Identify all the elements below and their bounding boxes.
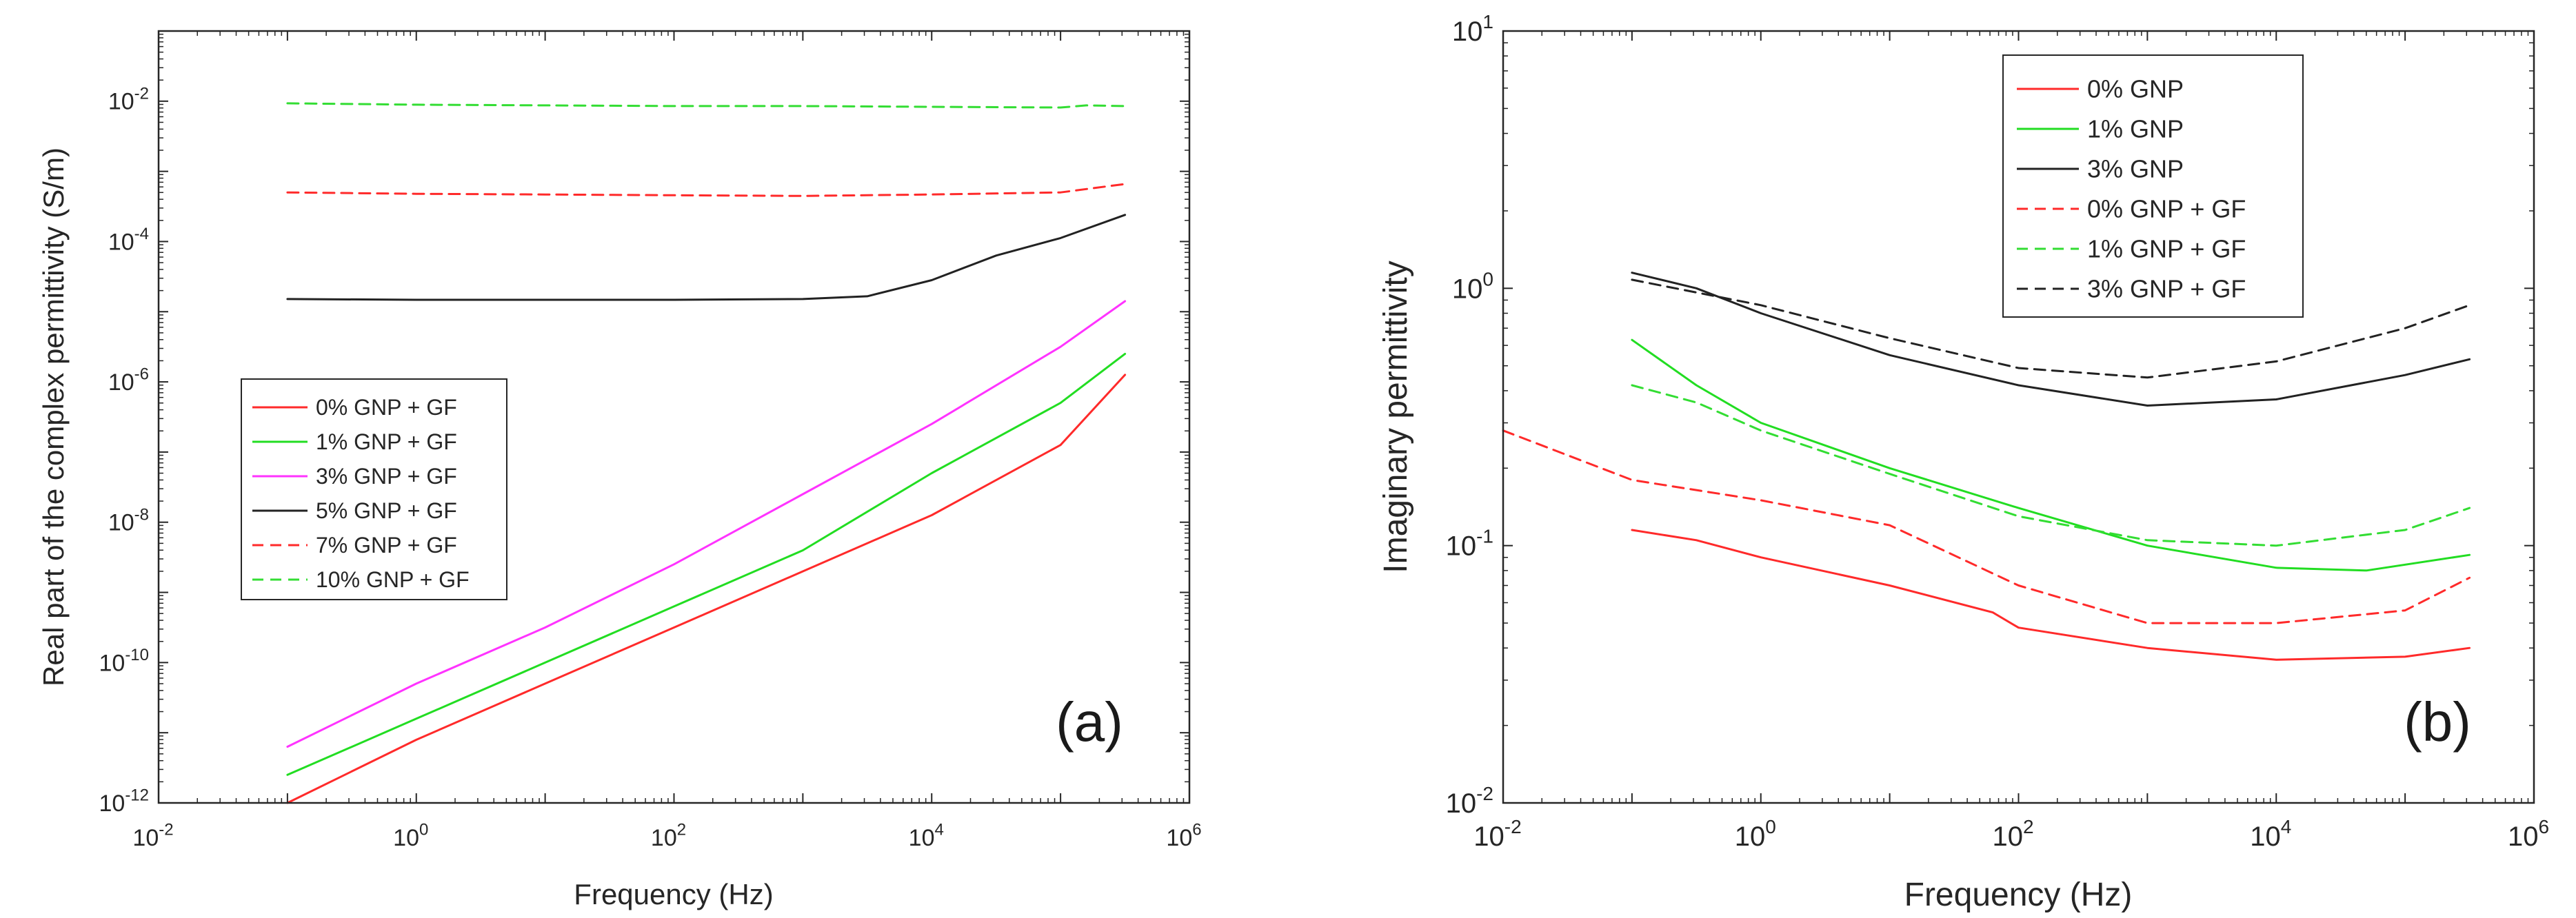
y-tick-label: 10-6 (108, 365, 149, 396)
x-tick-label: 10-2 (132, 821, 173, 851)
legend-entry: 0% GNP + GF (2087, 195, 2246, 223)
series-line-a-5 (286, 102, 1127, 109)
chart-panel-a: 10-2 100 102 104 106 10-12 10-10 10-8 10-6 10-4 10… (37, 30, 1202, 910)
series-group-a (286, 102, 1127, 804)
series-line-b-1 (1631, 338, 2471, 572)
x-tick-label: 104 (909, 821, 944, 851)
legend-entry: 1% GNP + GF (316, 429, 457, 454)
x-axis-label-b: Frequency (Hz) (1904, 877, 2133, 913)
y-axis-label-b: Imaginary permittivity (1378, 261, 1414, 573)
series-line-b-4 (1631, 384, 2471, 547)
y-tick-label: 10-2 (108, 84, 149, 114)
legend-entry: 1% GNP + GF (2087, 235, 2246, 263)
legend-entry: 3% GNP (2087, 155, 2184, 183)
legend-box-b (2002, 54, 2304, 318)
y-axis-label-a: Real part of the complex permittivity (S… (37, 147, 70, 686)
series-line-a-3 (286, 214, 1127, 301)
legend-entry: 7% GNP + GF (316, 533, 457, 558)
chart-panel-b: 10-2 100 102 104 106 10-2 10-1 100 101 Frequency… (1378, 11, 2549, 913)
y-tick-label: 101 (1452, 11, 1493, 47)
legend-entry: 1% GNP (2087, 115, 2184, 143)
legend-entry: 0% GNP + GF (316, 395, 457, 420)
legend-a: 0% GNP + GF 1% GNP + GF 3% GNP + GF 5% GNP … (241, 378, 507, 600)
series-line-b-3 (1502, 429, 2471, 624)
legend-entry: 3% GNP + GF (316, 464, 457, 489)
x-tick-label: 10-2 (1473, 816, 1521, 852)
x-axis-label-a: Frequency (Hz) (574, 878, 773, 910)
panel-label-b: (b) (2404, 691, 2471, 753)
legend-entry: 3% GNP + GF (2087, 275, 2246, 303)
legend-entry: 0% GNP (2087, 75, 2184, 103)
x-tick-label: 106 (1166, 821, 1201, 851)
y-tick-label: 10-4 (108, 225, 149, 255)
series-line-b-0 (1631, 529, 2471, 661)
legend-b: 0% GNP 1% GNP 3% GNP 0% GNP + GF 1% GNP + GF… (2002, 54, 2304, 318)
x-tick-label: 106 (2508, 816, 2549, 852)
x-tick-label: 100 (393, 821, 428, 851)
y-tick-label: 10-8 (108, 505, 149, 536)
legend-entry: 5% GNP + GF (316, 498, 457, 523)
legend-entry: 10% GNP + GF (316, 567, 470, 592)
series-line-b-5 (1631, 278, 2471, 379)
y-tick-label: 10-2 (1446, 783, 1493, 819)
panel-label-a: (a) (1056, 691, 1123, 753)
x-tick-label: 104 (2250, 816, 2291, 852)
y-tick-label: 10-1 (1446, 526, 1493, 562)
x-tick-label: 100 (1735, 816, 1776, 852)
series-line-a-0 (286, 374, 1127, 804)
y-tick-label: 10-12 (99, 786, 149, 817)
y-tick-label: 10-10 (99, 646, 149, 676)
series-line-a-2 (286, 300, 1127, 748)
series-line-a-1 (286, 352, 1127, 776)
x-tick-label: 102 (1992, 816, 2033, 852)
series-group-b (1502, 272, 2471, 661)
legend-box-a (241, 378, 507, 600)
x-tick-label: 102 (651, 821, 686, 851)
series-line-b-2 (1631, 272, 2471, 407)
series-line-a-4 (286, 183, 1127, 197)
y-tick-label: 100 (1452, 268, 1493, 304)
